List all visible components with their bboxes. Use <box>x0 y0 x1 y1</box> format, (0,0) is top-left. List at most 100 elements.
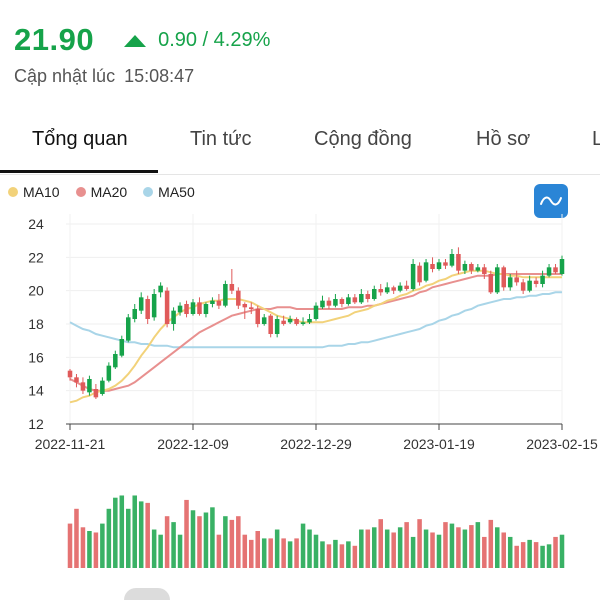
tab-more[interactable]: L <box>592 128 600 150</box>
candle <box>339 299 345 304</box>
candle <box>533 280 539 284</box>
tab-news[interactable]: Tin tức <box>190 128 252 150</box>
candle <box>430 264 435 269</box>
volume-bar <box>216 534 222 568</box>
candle <box>520 282 526 291</box>
candle <box>326 300 332 306</box>
candle <box>494 267 500 293</box>
update-time-value: 15:08:47 <box>124 66 195 86</box>
volume-bar <box>546 544 552 568</box>
volume-bar <box>164 516 170 568</box>
volume-bar <box>158 534 163 568</box>
legend-ma50-swatch <box>143 187 154 197</box>
volume-bar <box>482 536 487 568</box>
line-chart-icon <box>540 196 562 206</box>
candle <box>80 382 86 391</box>
candle <box>261 317 267 324</box>
y-tick-label: 14 <box>28 383 44 399</box>
volume-bar <box>300 523 306 568</box>
candle <box>177 305 183 313</box>
legend-ma50-label: MA50 <box>158 184 195 200</box>
candle <box>410 264 416 289</box>
candle <box>540 275 545 284</box>
candle <box>320 300 325 308</box>
volume-bar <box>339 544 345 568</box>
y-tick-label: 22 <box>28 249 44 265</box>
current-price: 21.90 <box>14 22 95 57</box>
volume-bar <box>307 529 312 568</box>
candle <box>475 267 481 271</box>
volume-bar <box>287 541 293 568</box>
volume-bar <box>223 516 228 568</box>
volume-bar <box>229 519 235 568</box>
volume-bar <box>242 534 248 568</box>
tab-profile[interactable]: Hồ sơ <box>476 128 531 150</box>
candle <box>184 304 189 314</box>
volume-bar <box>106 508 112 568</box>
price-row: 21.90 0.90 / 4.29% <box>14 22 270 58</box>
period-selected-pill[interactable] <box>124 588 170 600</box>
x-tick-label: 2022-11-21 <box>35 436 106 452</box>
candle <box>488 274 494 293</box>
volume-bar <box>540 545 545 568</box>
volume-bar <box>488 519 494 568</box>
ma50-line <box>69 291 562 349</box>
y-tick-label: 24 <box>28 216 44 232</box>
candle <box>294 319 299 324</box>
volume-bar <box>125 508 131 568</box>
tab-community[interactable]: Cộng đồng <box>314 128 412 150</box>
candle <box>145 299 150 319</box>
volume-bar <box>514 545 519 568</box>
candle <box>417 265 422 283</box>
candle <box>229 284 235 291</box>
candle <box>397 285 403 291</box>
candle <box>210 300 215 304</box>
volume-bar <box>248 539 254 568</box>
candle <box>359 294 364 303</box>
volume-bar <box>145 502 150 568</box>
volume-bar <box>255 531 261 568</box>
volume-bar <box>274 529 280 568</box>
volume-bar <box>313 534 319 568</box>
y-tick-label: 12 <box>28 416 44 432</box>
candle <box>391 287 396 291</box>
y-tick-label: 18 <box>28 316 44 332</box>
legend-ma10-label: MA10 <box>23 184 60 200</box>
volume-bar <box>210 507 215 568</box>
x-tick-label: 2022-12-29 <box>280 436 352 452</box>
candle <box>378 289 384 293</box>
volume-bar <box>475 522 481 568</box>
chart-type-button[interactable] <box>534 184 568 218</box>
candle <box>384 287 390 293</box>
ma10-line <box>69 269 562 404</box>
candle <box>281 320 286 324</box>
price-change: 0.90 / 4.29% <box>158 28 271 51</box>
legend-ma20-label: MA20 <box>90 184 128 200</box>
volume-bar <box>93 532 99 568</box>
volume-bar <box>462 529 468 568</box>
candle <box>74 377 79 383</box>
volume-bar <box>559 534 565 568</box>
candle <box>559 259 565 274</box>
volume-bar <box>507 536 513 568</box>
volume-bar <box>469 525 474 568</box>
volume-bar <box>268 538 273 568</box>
candle <box>469 264 474 271</box>
stock-chart[interactable]: 12 14 16 18 20 22 24 2022-11-21 2022-12-09 2022-1… <box>0 210 600 588</box>
candle <box>423 262 429 281</box>
volume-bar <box>119 495 125 568</box>
volume-bar <box>527 539 532 568</box>
tab-overview[interactable]: Tổng quan <box>32 128 128 150</box>
candle <box>333 299 338 306</box>
legend-ma50: MA50 <box>143 184 195 200</box>
volume-bar <box>100 523 105 568</box>
volume-bar <box>132 495 138 568</box>
candle <box>307 319 312 323</box>
candle <box>527 280 532 291</box>
volume-bar <box>410 536 416 568</box>
candle <box>203 304 209 314</box>
legend-ma20-swatch <box>75 187 86 197</box>
volume-bar <box>87 531 92 568</box>
candle <box>514 277 519 283</box>
tab-bar: Tổng quan Tin tức Cộng đồng Hồ sơ L <box>0 118 600 175</box>
